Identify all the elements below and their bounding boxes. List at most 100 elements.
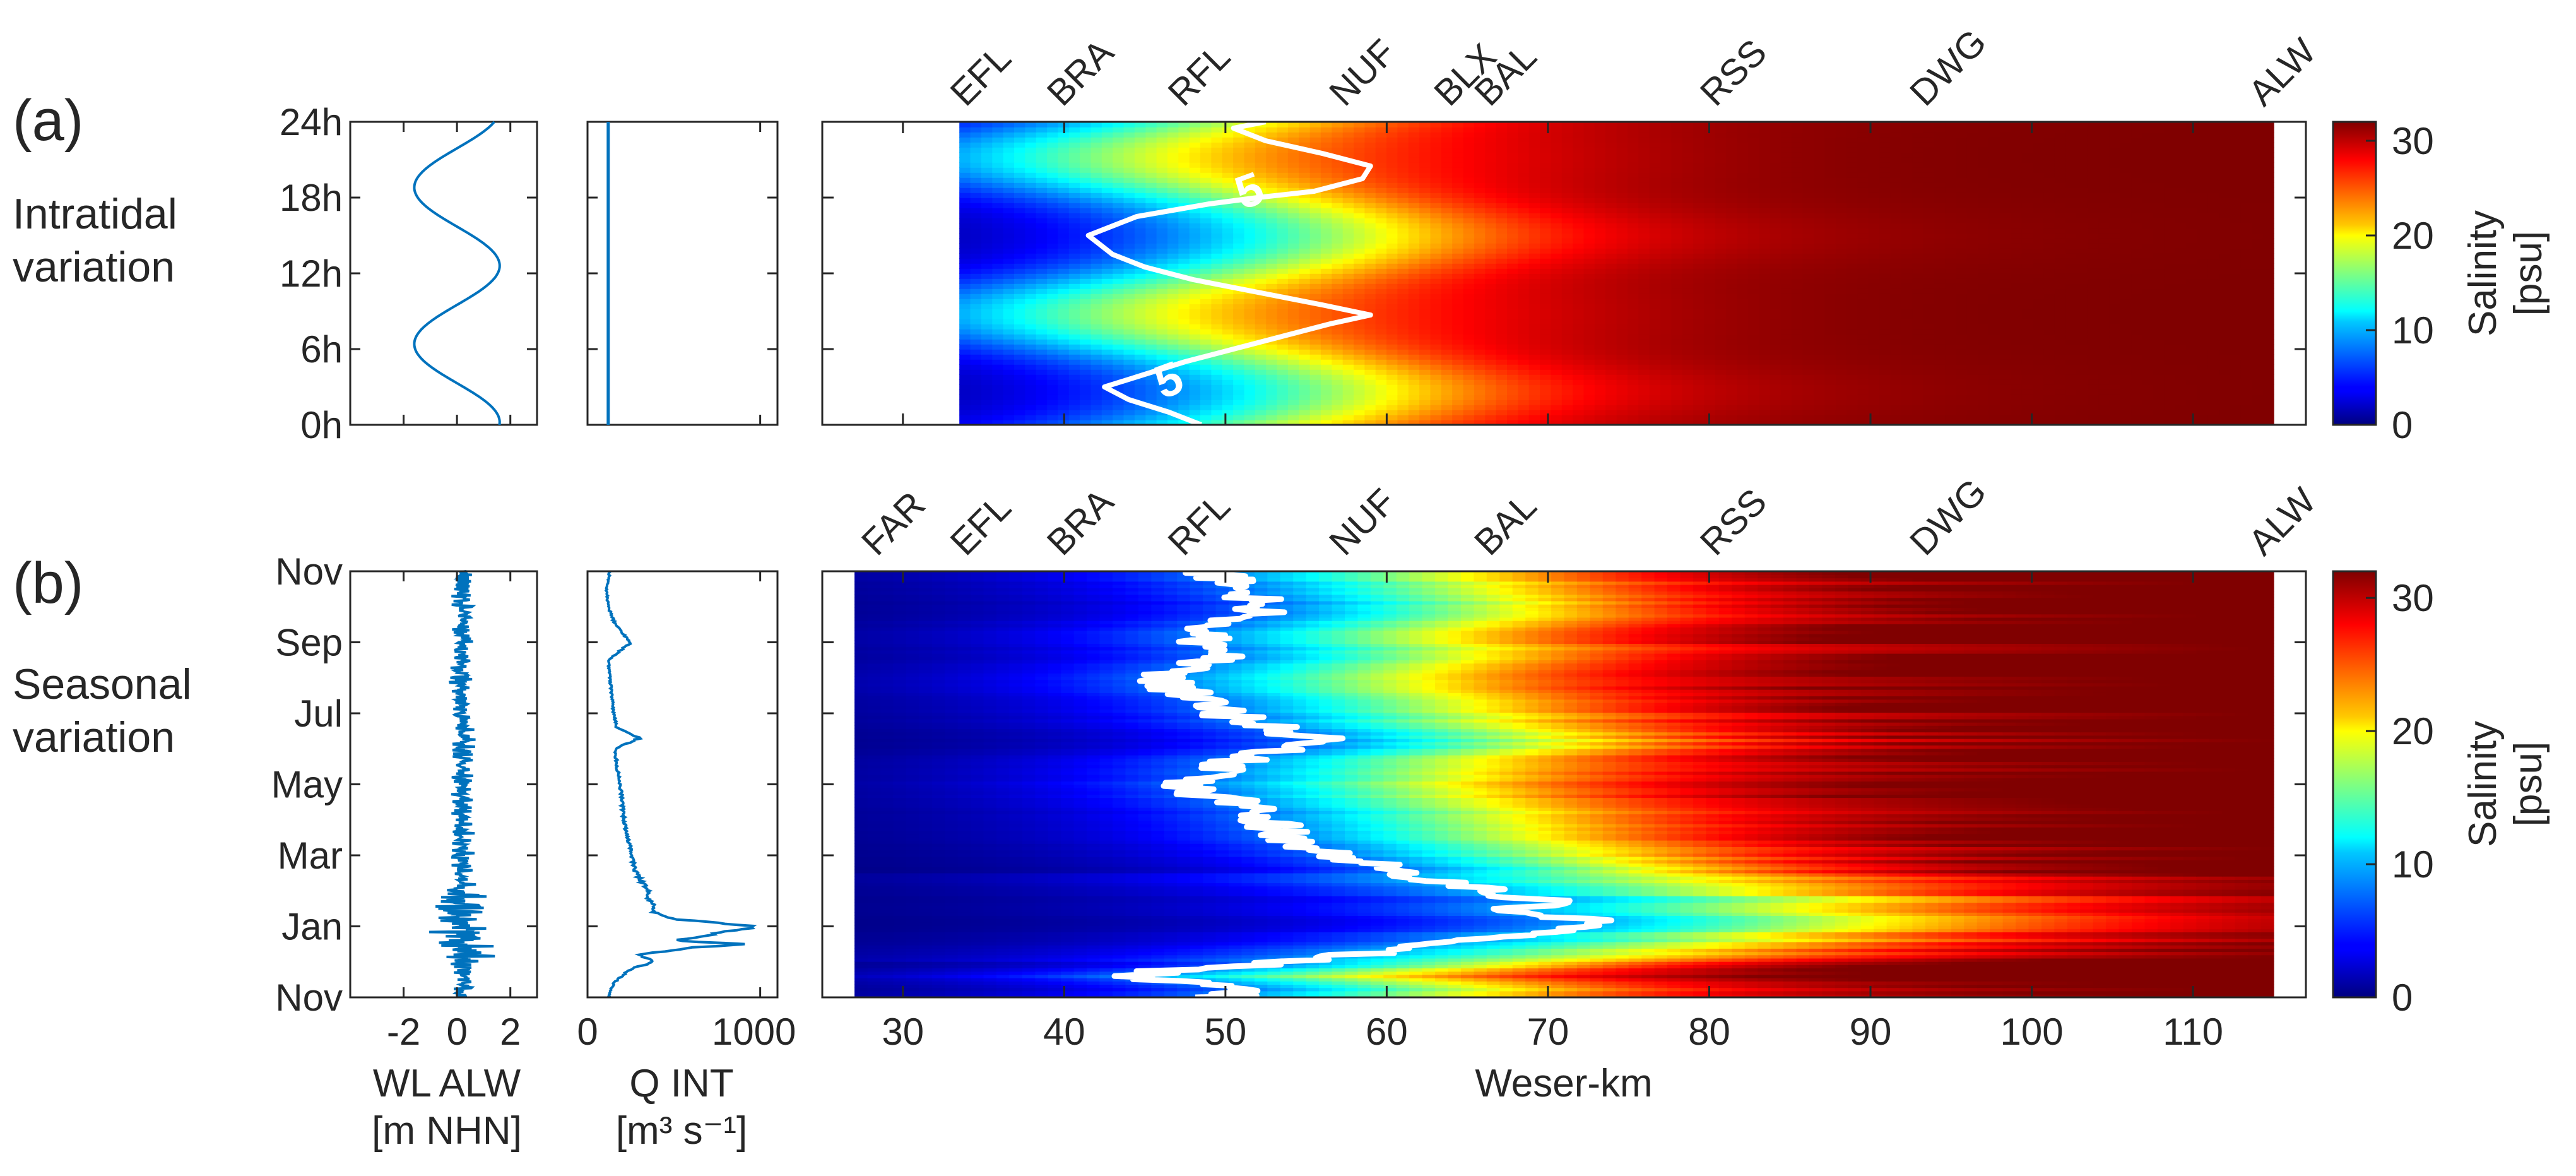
heatmap-cell	[1879, 369, 1891, 375]
heatmap-cell	[2021, 364, 2033, 370]
heatmap-cell	[1233, 374, 1245, 380]
heatmap-cell	[1966, 389, 1979, 395]
heatmap-cell	[1638, 405, 1650, 410]
heatmap-cell	[1528, 263, 1540, 269]
heatmap-cell	[1835, 243, 1847, 249]
heatmap-cell	[1934, 248, 1946, 254]
heatmap-cell	[1551, 344, 1563, 350]
heatmap-cell	[1277, 359, 1289, 365]
heatmap-cell	[2164, 223, 2176, 229]
heatmap-cell	[1518, 389, 1530, 395]
heatmap-cell	[1003, 405, 1015, 410]
heatmap-cell	[1638, 304, 1650, 309]
heatmap-cell	[1113, 410, 1125, 415]
heatmap-cell	[1988, 238, 2000, 244]
heatmap-cell	[1090, 400, 1102, 405]
heatmap-cell	[1496, 273, 1508, 279]
heatmap-cell	[1660, 223, 1672, 229]
heatmap-cell	[1189, 263, 1201, 269]
heatmap-cell	[1770, 369, 1781, 375]
heatmap-cell	[1408, 339, 1420, 345]
heatmap-cell	[1485, 384, 1497, 390]
heatmap-cell	[1824, 379, 1836, 385]
heatmap-cell	[2175, 420, 2187, 425]
heatmap-cell	[2120, 228, 2132, 234]
heatmap-cell	[2021, 395, 2033, 400]
heatmap-cell	[1113, 299, 1125, 304]
heatmap-cell	[2252, 359, 2264, 365]
heatmap-cell	[1080, 223, 1092, 229]
heatmap-cell	[1934, 243, 1946, 249]
heatmap-cell	[1354, 319, 1366, 324]
heatmap-cell	[970, 410, 982, 415]
heatmap-cell	[1966, 329, 1979, 335]
heatmap-cell	[1890, 339, 1902, 345]
heatmap-cell	[1835, 349, 1847, 355]
heatmap-cell	[1759, 384, 1771, 390]
heatmap-cell	[1583, 400, 1595, 405]
heatmap-cell	[1518, 405, 1530, 410]
heatmap-cell	[1638, 395, 1650, 400]
heatmap-cell	[1528, 379, 1540, 385]
heatmap-cell	[2033, 273, 2045, 279]
heatmap-cell	[2186, 420, 2198, 425]
heatmap-cell	[1277, 410, 1289, 415]
heatmap-cell	[1704, 288, 1716, 294]
heatmap-cell	[2120, 374, 2132, 380]
heatmap-cell	[1551, 339, 1563, 345]
heatmap-cell	[1605, 238, 1617, 244]
heatmap-cell	[1354, 258, 1366, 264]
heatmap-cell	[1244, 213, 1256, 218]
heatmap-cell	[1014, 420, 1026, 425]
heatmap-cell	[1507, 369, 1519, 375]
heatmap-cell	[2043, 410, 2055, 415]
heatmap-cell	[1167, 369, 1179, 375]
heatmap-cell	[2131, 374, 2143, 380]
heatmap-cell	[2011, 329, 2023, 335]
heatmap-cell	[1178, 283, 1190, 289]
heatmap-cell	[1561, 324, 1573, 330]
heatmap-cell	[1047, 258, 1059, 264]
heatmap-cell	[1978, 218, 1990, 223]
heatmap-cell	[1912, 273, 1924, 279]
heatmap-cell	[1518, 344, 1530, 350]
heatmap-cell	[1463, 314, 1475, 319]
heatmap-cell	[1759, 349, 1771, 355]
heatmap-cell	[1167, 389, 1179, 395]
heatmap-cell	[1342, 384, 1354, 390]
heatmap-cell	[959, 334, 971, 340]
heatmap-cell	[2219, 364, 2231, 370]
heatmap-cell	[1222, 339, 1234, 345]
heatmap-cell	[1364, 268, 1376, 274]
heatmap-cell	[1638, 334, 1650, 340]
heatmap-cell	[2087, 369, 2099, 375]
heatmap-cell	[970, 384, 982, 390]
heatmap-cell	[1605, 364, 1617, 370]
heatmap-cell	[1419, 374, 1431, 380]
heatmap-cell	[1474, 309, 1486, 314]
heatmap-cell	[1792, 339, 1804, 345]
heatmap-cell	[1003, 344, 1015, 350]
heatmap-cell	[1277, 384, 1289, 390]
heatmap-cell	[1573, 339, 1585, 345]
heatmap-cell	[2087, 314, 2099, 319]
heatmap-cell	[1025, 309, 1037, 314]
heatmap-cell	[1966, 309, 1979, 314]
heatmap-cell	[1145, 364, 1157, 370]
heatmap-cell	[1649, 273, 1661, 279]
heatmap-cell	[1573, 389, 1585, 395]
heatmap-cell	[1627, 314, 1640, 319]
heatmap-cell	[2207, 314, 2219, 319]
heatmap-cell	[2098, 415, 2110, 420]
heatmap-cell	[1123, 248, 1135, 254]
heatmap-cell	[2186, 339, 2198, 345]
heatmap-cell	[1058, 273, 1070, 279]
heatmap-cell	[1770, 309, 1781, 314]
heatmap-cell	[1846, 309, 1858, 314]
heatmap-cell	[1430, 273, 1442, 279]
heatmap-cell	[1868, 304, 1880, 309]
heatmap-cell	[1222, 238, 1234, 244]
heatmap-cell	[1255, 223, 1267, 229]
heatmap-cell	[1047, 288, 1059, 294]
heatmap-cell	[1354, 415, 1366, 420]
